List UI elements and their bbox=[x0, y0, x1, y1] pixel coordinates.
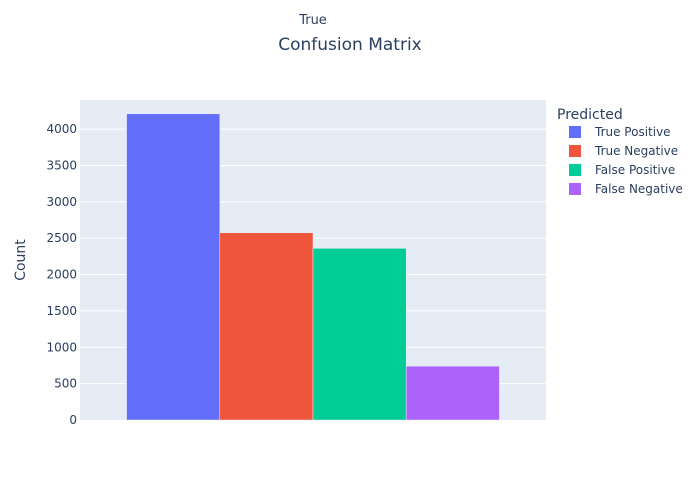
y-tick-label: 0 bbox=[69, 413, 77, 427]
bar-true-positive[interactable] bbox=[126, 113, 221, 421]
legend-swatch bbox=[569, 183, 581, 195]
y-tick-label: 2500 bbox=[46, 231, 77, 245]
legend-title: Predicted bbox=[557, 107, 623, 123]
chart-title: Confusion Matrix bbox=[278, 35, 422, 55]
bar-true-negative[interactable] bbox=[219, 232, 314, 421]
legend: Predicted True Positive True Negative Fals… bbox=[557, 107, 683, 196]
y-ticks: 0 500 1000 1500 2000 2500 3000 3500 4000 bbox=[46, 122, 77, 427]
y-tick-label: 500 bbox=[54, 377, 77, 391]
bar-false-negative[interactable] bbox=[405, 365, 500, 421]
y-tick-label: 2000 bbox=[46, 268, 77, 282]
legend-swatch bbox=[569, 126, 581, 138]
legend-item-label[interactable]: False Negative bbox=[595, 182, 683, 196]
y-tick-label: 1500 bbox=[46, 304, 77, 318]
y-tick-label: 3000 bbox=[46, 195, 77, 209]
legend-item-label[interactable]: True Negative bbox=[594, 144, 678, 158]
top-label: True bbox=[298, 13, 327, 28]
legend-swatch bbox=[569, 164, 581, 176]
legend-item-label[interactable]: False Positive bbox=[595, 163, 675, 177]
y-tick-label: 1000 bbox=[46, 340, 77, 354]
legend-swatch bbox=[569, 145, 581, 157]
y-axis-title: Count bbox=[13, 239, 29, 281]
bar-false-positive[interactable] bbox=[312, 248, 407, 421]
y-tick-label: 3500 bbox=[46, 158, 77, 172]
legend-item-label[interactable]: True Positive bbox=[594, 125, 671, 139]
bars-layer bbox=[126, 113, 500, 421]
legend-items: True Positive True Negative False Positive… bbox=[569, 125, 683, 196]
y-tick-label: 4000 bbox=[46, 122, 77, 136]
